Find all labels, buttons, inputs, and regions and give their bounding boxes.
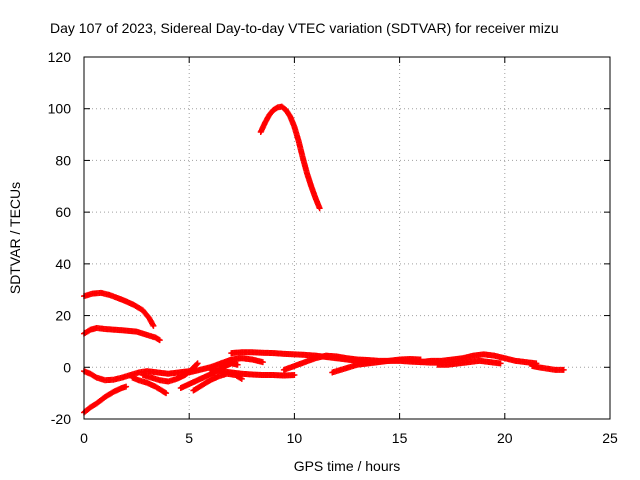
series-arc-1 [257,103,323,212]
y-tick-label: 20 [55,308,71,324]
series-arc-3 [81,324,163,344]
data-point [560,366,567,373]
x-tick-label: 10 [287,430,303,446]
data-point [291,372,298,379]
axis-ticks: 0 5 10 15 20 25 -20 0 20 40 60 80 100 120 [48,49,618,446]
x-tick-label: 25 [602,430,618,446]
data-point [497,360,504,367]
x-tick-label: 5 [185,430,193,446]
x-tick-label: 15 [392,430,408,446]
series-arc-10 [186,355,266,376]
y-tick-label: 0 [63,359,71,375]
chart-title: Day 107 of 2023, Sidereal Day-to-day VTE… [50,20,559,36]
data-point [234,361,241,368]
y-axis-label: SDTVAR / TECUs [7,182,23,294]
y-tick-label: 80 [55,152,71,168]
series-arc-4 [81,383,130,416]
x-tick-label: 0 [80,430,88,446]
series-arc-12 [207,366,298,379]
y-tick-label: -20 [51,411,71,427]
data-point [316,205,323,212]
data-point [163,390,170,397]
x-tick-label: 20 [497,430,513,446]
data-point [238,375,245,382]
data-point [150,322,157,329]
data-point [123,383,130,390]
data-point [156,337,163,344]
data-point [259,359,266,366]
plot-frame [83,56,611,420]
data-points [81,103,567,416]
data-point [193,361,200,368]
y-tick-label: 60 [55,204,71,220]
series-arc-16 [434,357,504,368]
series-arc-2 [81,289,157,329]
series-arc-17 [529,362,567,373]
y-tick-label: 120 [48,49,72,65]
y-tick-label: 40 [55,256,71,272]
y-tick-label: 100 [48,101,72,117]
data-point [194,360,201,367]
grid-lines [84,57,610,419]
series-arc-15 [417,351,540,367]
series-arc-6 [129,374,170,397]
x-axis-label: GPS time / hours [294,458,401,474]
